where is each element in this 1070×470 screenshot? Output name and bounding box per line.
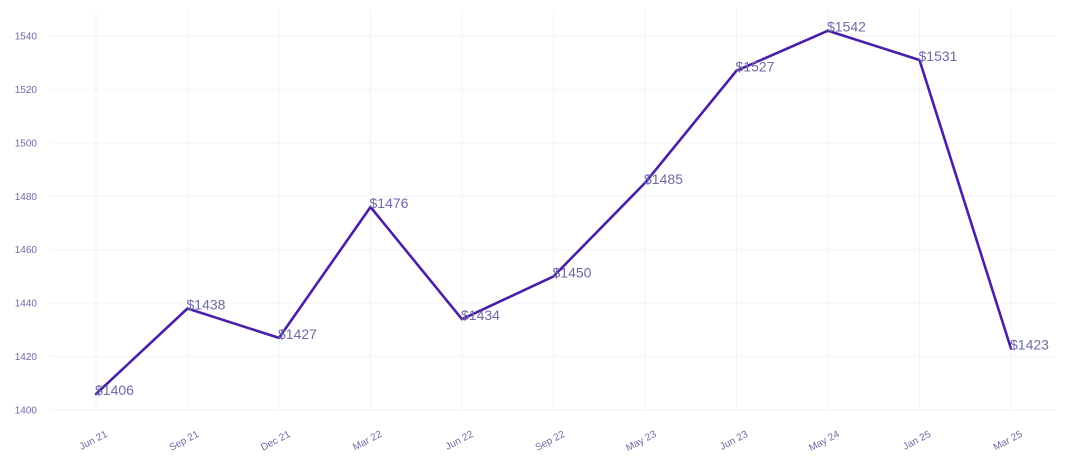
x-tick-label: Jun 21 [78,429,110,453]
data-label: $1423 [1010,337,1049,353]
x-tick-label: May 23 [624,429,659,454]
x-tick-label: May 24 [807,429,842,454]
data-label: $1485 [644,171,683,187]
y-tick-label: 1500 [15,138,38,149]
data-label: $1527 [736,59,775,75]
y-tick-label: 1400 [15,406,38,417]
x-tick-label: Jun 22 [444,429,476,453]
data-labels: $1406 $1438 $1427 $1476 $1434 $1450 $1485 $1527… [95,19,1049,398]
x-tick-label: Sep 21 [168,429,202,454]
y-tick-label: 1520 [15,85,38,96]
data-label: $1476 [370,195,409,211]
y-axis: 1400 1420 1440 1460 1480 1500 1520 1540 [15,32,38,417]
data-label: $1542 [827,19,866,35]
y-tick-label: 1540 [15,32,38,43]
y-tick-label: 1460 [15,245,38,256]
grid [50,10,1056,411]
x-tick-label: Jun 23 [718,429,750,453]
x-tick-label: Mar 25 [992,429,1025,454]
y-tick-label: 1420 [15,352,38,363]
y-tick-label: 1480 [15,192,38,203]
x-axis: Jun 21 Sep 21 Dec 21 Mar 22 Jun 22 Sep 22 May … [78,429,1025,454]
data-label: $1531 [919,48,958,64]
x-tick-label: Sep 22 [534,429,568,454]
y-tick-label: 1440 [15,299,38,310]
x-tick-label: Dec 21 [259,429,293,454]
data-label: $1438 [187,296,226,312]
data-label: $1406 [95,382,134,398]
data-label: $1434 [461,307,500,323]
series-line [94,29,1013,396]
x-tick-label: Mar 22 [351,429,384,454]
x-tick-label: Jan 25 [901,429,933,453]
series-line-group [94,29,1013,396]
data-label: $1427 [278,326,317,342]
data-label: $1450 [553,264,592,280]
